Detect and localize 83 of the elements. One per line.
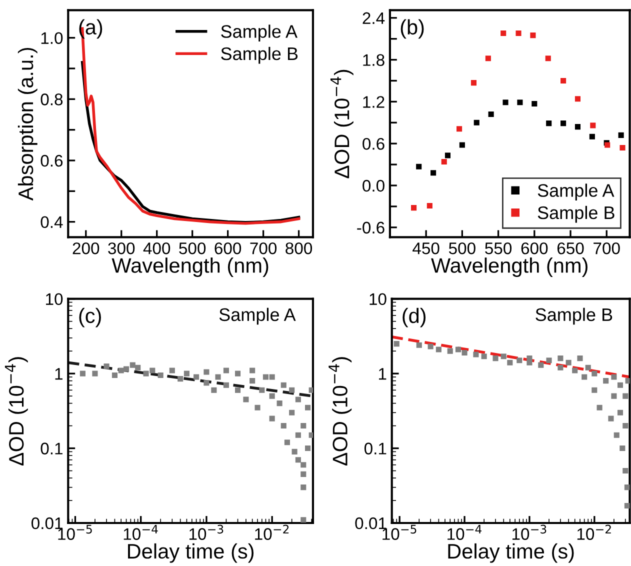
y-tick-label: 0.01 <box>32 517 62 530</box>
y-tick-label: 0.6 <box>40 154 63 167</box>
point <box>530 32 536 38</box>
y-axis-title: ΔOD (10$^{−4}$) <box>330 70 354 178</box>
x-tick-label: 700 <box>594 242 620 254</box>
point <box>574 124 581 130</box>
y-tick-label: 1.0 <box>41 32 63 44</box>
point <box>502 100 508 106</box>
y-tick-label: 0.0 <box>362 180 384 192</box>
annotation: (c) <box>79 308 101 328</box>
y-tick-label: 10 <box>46 293 63 306</box>
point <box>589 134 595 140</box>
x-tick-label: 700 <box>250 242 277 254</box>
x-tick-label: 300 <box>108 242 135 254</box>
y-tick-label: 10 <box>370 293 386 306</box>
point <box>441 158 447 165</box>
x-tick-label: 10$^{−3}$ <box>189 524 224 540</box>
x-tick-label: 10$^{−2}$ <box>577 524 611 540</box>
y-tick-label: 1 <box>378 368 386 380</box>
x-tick-label: 400 <box>143 242 170 254</box>
x-tick-label: 500 <box>179 242 206 254</box>
y-tick-label: 1.2 <box>363 96 384 108</box>
point <box>459 142 465 148</box>
y-tick-label: 0.1 <box>364 442 386 454</box>
y-axis-title: Absorption (a.u.) <box>18 48 38 201</box>
y-tick-label: 1 <box>55 368 62 380</box>
point <box>560 120 566 126</box>
point <box>574 96 581 102</box>
legend-label: Sample B <box>221 46 298 64</box>
y-tick-label: 2.4 <box>362 12 385 24</box>
legend-label: Sample A <box>221 24 298 42</box>
legend-label: Sample A <box>538 184 614 200</box>
y-tick-label: 0.1 <box>40 442 62 454</box>
x-tick-label: 600 <box>521 242 548 254</box>
point <box>517 100 523 106</box>
y-tick-label: 0.4 <box>40 216 63 228</box>
x-tick-label: 10$^{−3}$ <box>512 524 546 540</box>
point <box>426 202 432 209</box>
x-tick-label: 800 <box>286 242 312 254</box>
point <box>546 120 552 126</box>
point <box>485 56 491 62</box>
x-tick-label: 200 <box>72 242 100 254</box>
y-tick-label: 0.01 <box>355 517 386 530</box>
annotation: (d) <box>402 308 426 328</box>
x-axis-title: Wavelength (nm) <box>112 258 268 277</box>
y-tick-label: 0.8 <box>40 94 63 106</box>
point <box>532 100 538 107</box>
y-tick-label: 1.8 <box>363 54 384 66</box>
point <box>470 80 477 86</box>
x-tick-label: 550 <box>485 242 512 254</box>
point <box>516 30 522 36</box>
point <box>416 164 422 170</box>
x-axis-title: Wavelength (nm) <box>431 258 588 277</box>
point <box>456 126 462 132</box>
x-tick-label: 500 <box>448 242 476 254</box>
x-tick-label: 450 <box>412 242 440 254</box>
y-axis-title: ΔOD (10$^{−4}$) <box>4 357 28 466</box>
point <box>430 170 436 176</box>
y-tick-label: 0.6 <box>362 138 384 150</box>
x-tick-label: 10$^{−2}$ <box>255 524 289 540</box>
x-tick-label: 10$^{−4}$ <box>124 524 158 540</box>
annotation: (a) <box>79 19 102 39</box>
y-tick-label: -0.6 <box>357 222 384 234</box>
x-axis-title: Delay time (s) <box>448 543 574 563</box>
point <box>500 30 506 36</box>
point <box>560 78 566 84</box>
annotation: Sample A <box>219 308 296 325</box>
x-tick-label: 650 <box>557 242 584 254</box>
y-axis-title: ΔOD (10$^{−4}$) <box>328 357 352 466</box>
point <box>474 120 480 126</box>
point <box>618 132 624 138</box>
point <box>444 152 451 158</box>
point <box>590 122 596 128</box>
x-axis-title: Delay time (s) <box>128 543 254 563</box>
point <box>488 111 494 118</box>
x-tick-label: 10$^{−4}$ <box>448 524 482 540</box>
point <box>545 56 551 62</box>
x-tick-label: 600 <box>214 242 242 254</box>
point <box>411 205 417 211</box>
point <box>620 144 626 151</box>
legend-label: Sample B <box>538 206 614 223</box>
annotation: (b) <box>400 19 424 39</box>
annotation: Sample B <box>536 308 612 325</box>
